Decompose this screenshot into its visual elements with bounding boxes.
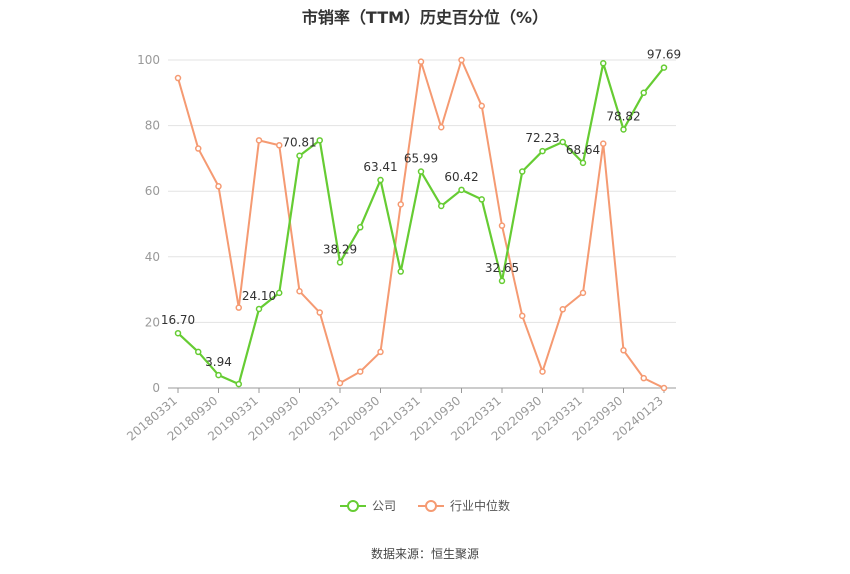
data-label: 68.64 (566, 143, 600, 157)
data-point (195, 145, 202, 152)
data-point (296, 152, 303, 159)
data-point (336, 379, 344, 387)
data-point (296, 287, 303, 295)
data-label: 38.29 (323, 242, 357, 256)
legend-industry-marker (418, 499, 444, 512)
y-tick-label: 40 (145, 250, 160, 264)
data-point (559, 138, 566, 146)
data-point (397, 268, 404, 275)
data-point (519, 168, 526, 175)
data-label: 32.65 (485, 261, 519, 275)
legend-company-marker (339, 499, 366, 512)
data-point (498, 277, 506, 285)
data-point (316, 309, 323, 316)
data-point (255, 137, 263, 144)
data-point (559, 306, 566, 313)
data-label: 70.81 (282, 136, 316, 150)
data-point (498, 222, 506, 229)
data-point (397, 201, 404, 208)
source-note: 数据来源：恒生聚源 (370, 547, 479, 561)
data-point (336, 259, 344, 266)
data-labels: 16.70 3.94 24.10 70.81 38.29 63.41 65.99 60.42 3… (161, 48, 681, 370)
data-label: 3.94 (205, 355, 232, 369)
data-label: 16.70 (161, 313, 195, 327)
data-point (539, 368, 546, 375)
data-label: 65.99 (404, 152, 438, 166)
data-point (660, 384, 668, 392)
legend-item-company[interactable]: 公司 (339, 497, 396, 514)
grid-lines (168, 59, 676, 389)
legend: 公司 行业中位数 (0, 497, 850, 514)
data-point (438, 202, 445, 210)
data-point (600, 140, 607, 147)
data-label: 97.69 (647, 48, 681, 62)
legend-item-industry[interactable]: 行业中位数 (418, 497, 510, 514)
data-point (458, 186, 465, 194)
data-point (235, 304, 242, 311)
data-label: 63.41 (363, 160, 397, 174)
series-layer (174, 56, 668, 392)
data-point (357, 368, 364, 375)
data-point (539, 147, 546, 155)
data-point (377, 348, 384, 356)
data-point (276, 142, 283, 149)
data-point (600, 60, 607, 67)
series-line (177, 62, 665, 386)
y-tick-label: 20 (145, 315, 160, 329)
legend-industry-label: 行业中位数 (450, 499, 511, 513)
chart-title: 市销率（TTM）历史百分位（%） (301, 8, 549, 27)
data-point (276, 289, 283, 297)
data-point (316, 137, 323, 144)
data-label: 78.82 (606, 109, 640, 123)
data-point (174, 74, 182, 82)
y-tick-label: 80 (145, 119, 160, 133)
data-label: 72.23 (525, 131, 559, 145)
data-point (438, 123, 445, 131)
data-point (579, 159, 587, 167)
data-point (255, 305, 263, 313)
data-point (417, 58, 425, 65)
data-point (640, 374, 647, 382)
data-point (458, 56, 465, 64)
legend-company-label: 公司 (371, 499, 396, 513)
data-point (377, 176, 384, 184)
data-point (519, 312, 526, 320)
data-point (478, 102, 485, 110)
y-tick-label: 0 (152, 381, 160, 395)
data-point (620, 126, 627, 133)
data-point (215, 371, 222, 379)
y-tick-label: 100 (137, 53, 160, 67)
data-point (478, 196, 485, 203)
data-point (417, 168, 425, 175)
data-label: 24.10 (242, 289, 276, 303)
data-label: 60.42 (444, 170, 478, 184)
data-point (660, 64, 668, 71)
data-point (174, 329, 182, 337)
data-point (579, 289, 587, 297)
data-point (215, 183, 222, 190)
data-point (195, 348, 202, 356)
y-tick-label: 60 (145, 184, 160, 198)
data-point (640, 89, 647, 97)
data-point (620, 347, 627, 354)
data-point (235, 380, 242, 388)
data-point (357, 224, 364, 231)
